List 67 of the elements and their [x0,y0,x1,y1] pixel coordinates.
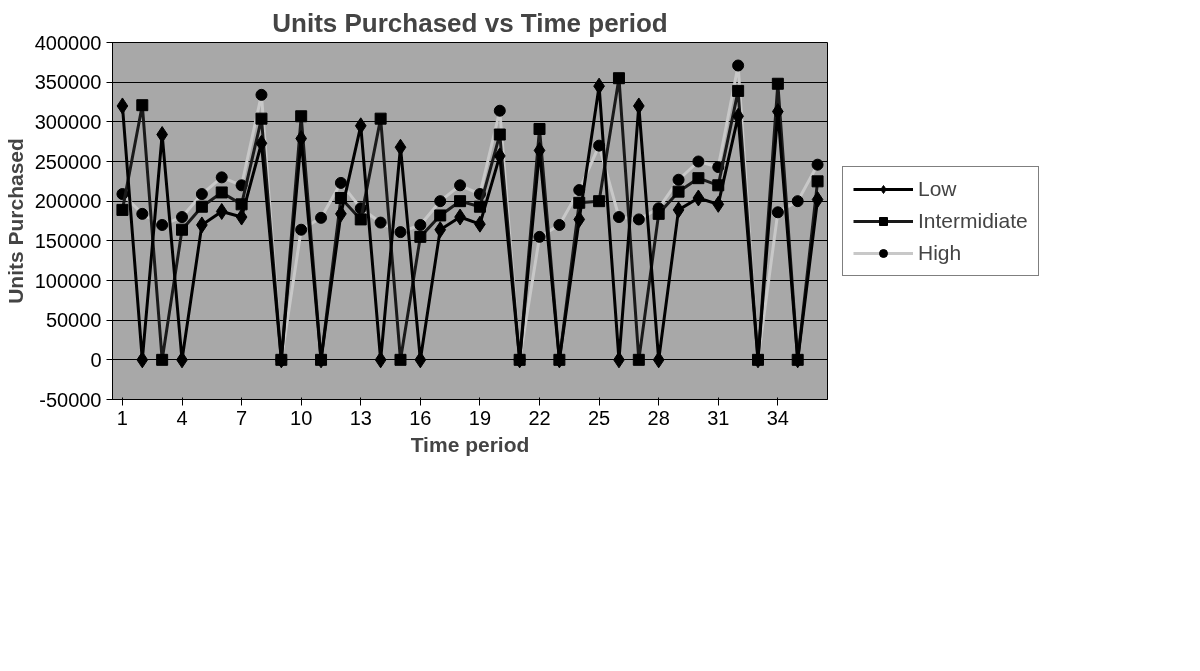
point [116,97,129,115]
y-axis-title: Units Purchased [3,138,27,304]
y-tick-label: 300000 [34,110,102,133]
legend-label: Intermidiate [918,208,1028,233]
point [136,99,149,112]
point [612,72,625,85]
point [215,202,228,220]
point [593,195,606,208]
y-tick-label: -50000 [39,388,102,411]
point [136,351,149,369]
point [215,186,228,199]
point [692,172,705,185]
point [116,203,129,216]
y-tick-label: 350000 [34,71,102,94]
point [533,122,546,135]
point [454,195,467,208]
y-tick-label: 100000 [34,269,102,292]
point [712,195,725,213]
point [771,77,784,90]
point [394,353,407,366]
x-tick-label: 4 [176,406,188,429]
x-tick-label: 16 [409,406,432,429]
y-tick-label: 400000 [34,31,102,54]
point [573,210,586,228]
point [255,112,268,125]
point [156,353,169,366]
point [493,128,506,141]
point [374,351,387,369]
x-tick-label: 28 [647,406,670,429]
legend-label: High [918,240,962,265]
x-tick-label: 7 [236,406,248,429]
point [414,351,427,369]
point [672,201,685,219]
x-tick-label: 19 [468,406,492,429]
x-tick-label: 13 [349,406,372,429]
point [672,185,685,198]
y-tick-label: 0 [90,348,102,371]
point [811,175,824,188]
point [176,223,189,236]
point [811,191,824,209]
point [354,213,367,226]
point [374,112,387,125]
point [434,221,447,239]
point [652,207,665,220]
point [692,189,705,207]
x-tick-label: 1 [116,406,128,429]
x-axis-title: Time period [410,432,530,456]
y-tick-label: 200000 [34,190,102,213]
point [195,200,208,213]
point [414,230,427,243]
x-tick-label: 34 [766,406,789,429]
point [632,97,645,115]
point [235,208,248,226]
point [632,353,645,366]
y-tick-label: 250000 [34,150,102,173]
x-tick-label: 31 [707,406,730,429]
x-tick-label: 22 [528,406,551,429]
legend-label: Low [918,176,957,201]
x-tick-label: 10 [290,406,313,429]
point [434,209,447,222]
chart-title: Units Purchased vs Time period [272,7,668,38]
x-tick-label: 25 [587,406,611,429]
y-tick-label: 150000 [34,229,102,252]
point [732,84,745,97]
point [295,110,308,123]
y-tick-label: 50000 [45,309,102,332]
point [394,138,407,156]
